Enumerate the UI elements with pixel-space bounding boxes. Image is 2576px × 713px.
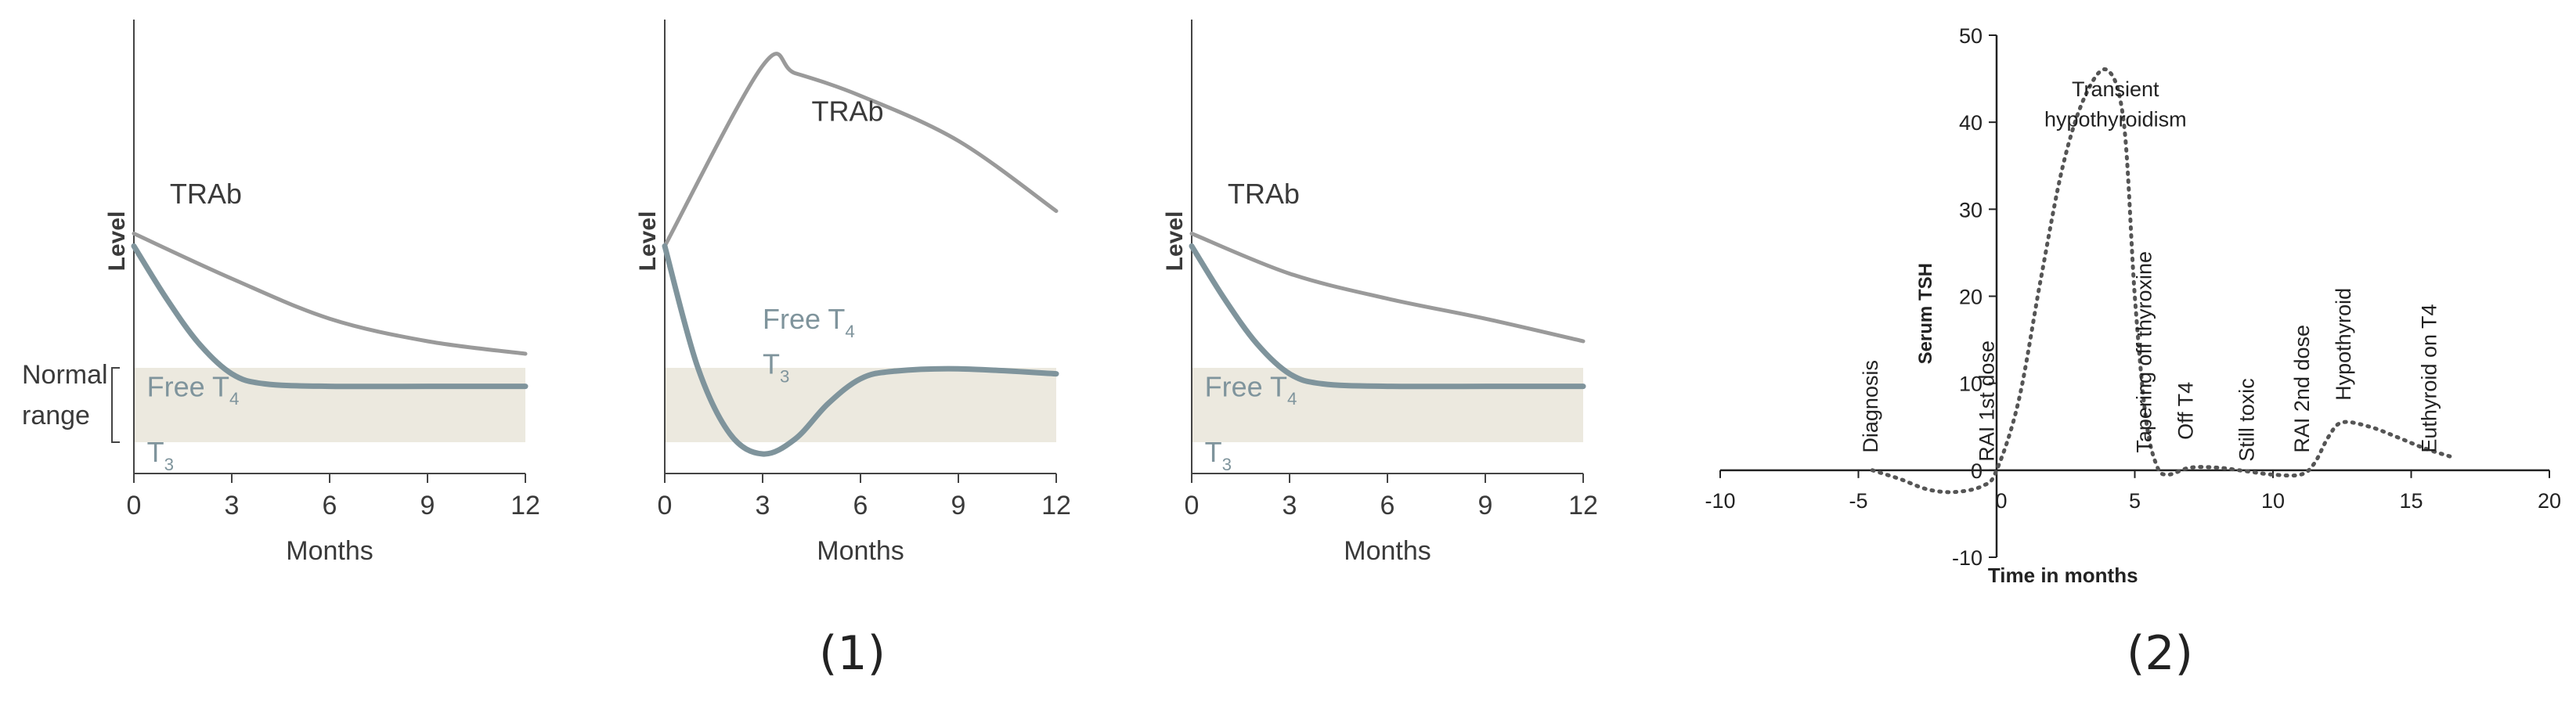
event-annotation: Tapering off thyroxine — [2133, 251, 2156, 453]
x-axis-label: Months — [1344, 536, 1431, 566]
y-axis-label: Level — [635, 211, 661, 272]
x-tick-label: 12 — [1568, 491, 1598, 520]
x-tick-label: 0 — [1185, 491, 1200, 520]
normal-range-label: range — [22, 401, 90, 430]
t3-label-subscript: 3 — [780, 366, 789, 386]
t3-label: T3 — [763, 348, 789, 387]
free-t4-label-subscript: 4 — [229, 389, 239, 409]
x-tick-label: 6 — [323, 491, 337, 520]
x-tick-label: 15 — [2399, 489, 2423, 513]
x-tick-label: 9 — [1478, 491, 1493, 520]
free-t4-label: Free T4 — [1205, 370, 1297, 409]
part-2-label: (2) — [2127, 626, 2193, 681]
x-tick-label: 3 — [1283, 491, 1297, 520]
x-tick-label: 10 — [2261, 489, 2285, 513]
x-tick-label: 5 — [2129, 489, 2141, 513]
t3-label-base: T — [147, 436, 164, 468]
trab-label: TRAb — [1228, 178, 1300, 210]
x-tick-label: 20 — [2538, 489, 2561, 513]
trab-label: TRAb — [812, 95, 884, 127]
tsh-curve — [1870, 67, 2455, 495]
event-annotation: Hypothyroid — [2332, 288, 2355, 401]
y-axis-label: Level — [104, 211, 130, 272]
event-annotation: Transient — [2072, 77, 2159, 101]
x-tick-label: 3 — [225, 491, 240, 520]
part-1-label: (1) — [819, 626, 886, 681]
y-tick-label: 40 — [1959, 111, 1983, 135]
t3-label-base: T — [763, 348, 780, 380]
x-tick-label: 6 — [853, 491, 868, 520]
x-tick-label: 9 — [420, 491, 435, 520]
free-t4-label-subscript: 4 — [1287, 389, 1297, 409]
x-tick-label: -10 — [1705, 489, 1735, 513]
y-tick-label: 0 — [1971, 459, 1983, 483]
normal-range-band — [1192, 368, 1583, 442]
x-tick-label: 0 — [1995, 489, 2007, 513]
event-annotation: Off T4 — [2174, 382, 2198, 440]
free-t4-label-base: Free T — [1205, 370, 1287, 402]
event-annotation: RAI 2nd dose — [2290, 325, 2314, 453]
normal-range-bracket — [111, 367, 120, 443]
x-axis-label: Time in months — [1988, 564, 2138, 587]
normal-range-label: Normal — [22, 360, 108, 390]
trab-line — [662, 52, 1059, 248]
tsh-chart: -10 0 10 20 30 40 50 -10 -5 5 10 15 20 0 Serum TSH Time… — [1705, 24, 2561, 587]
free-t4-label-base: Free T — [147, 370, 229, 402]
event-annotation: RAI 1st dose — [1975, 340, 1998, 462]
y-axis-label: Level — [1162, 211, 1188, 272]
x-tick-label: -5 — [1849, 489, 1867, 513]
t3-label-base: T — [1205, 436, 1222, 468]
event-annotation: Diagnosis — [1859, 360, 1882, 453]
t3-label-subscript: 3 — [1222, 455, 1232, 474]
x-axis-label: Months — [286, 536, 373, 566]
free-t4-label: Free T4 — [147, 370, 240, 409]
free-t4-t3-line — [662, 243, 1059, 457]
x-tick-label: 0 — [127, 491, 142, 520]
free-t4-label-subscript: 4 — [845, 322, 854, 341]
free-t4-label-base: Free T — [763, 303, 845, 335]
x-tick-label: 9 — [951, 491, 966, 520]
t3-label: T3 — [147, 436, 174, 474]
normal-range-band — [134, 368, 525, 442]
y-tick-label: 10 — [1959, 373, 1983, 396]
y-tick-label: -10 — [1952, 546, 1983, 570]
free-t4-label: Free T4 — [763, 303, 855, 341]
t3-label-subscript: 3 — [164, 455, 174, 474]
event-annotation: Still toxic — [2235, 378, 2258, 462]
trab-line — [132, 231, 528, 356]
x-tick-label: 3 — [756, 491, 770, 520]
trab-label: TRAb — [170, 178, 242, 210]
x-axis-label: Months — [817, 536, 904, 566]
y-tick-label: 50 — [1959, 24, 1983, 48]
event-annotation: Euthyroid on T4 — [2417, 304, 2441, 452]
trab-line — [1189, 231, 1586, 344]
t3-label: T3 — [1205, 436, 1232, 474]
free-t4-t3-line — [1189, 243, 1586, 390]
y-tick-label: 20 — [1959, 286, 1983, 309]
event-annotation: hypothyroidism — [2044, 108, 2187, 131]
free-t4-t3-line — [131, 243, 529, 390]
x-tick-label: 12 — [511, 491, 540, 520]
x-tick-label: 6 — [1380, 491, 1395, 520]
y-axis-label: Serum TSH — [1915, 263, 1936, 364]
x-tick-label: 12 — [1041, 491, 1071, 520]
y-tick-label: 30 — [1959, 198, 1983, 221]
x-tick-label: 0 — [658, 491, 673, 520]
